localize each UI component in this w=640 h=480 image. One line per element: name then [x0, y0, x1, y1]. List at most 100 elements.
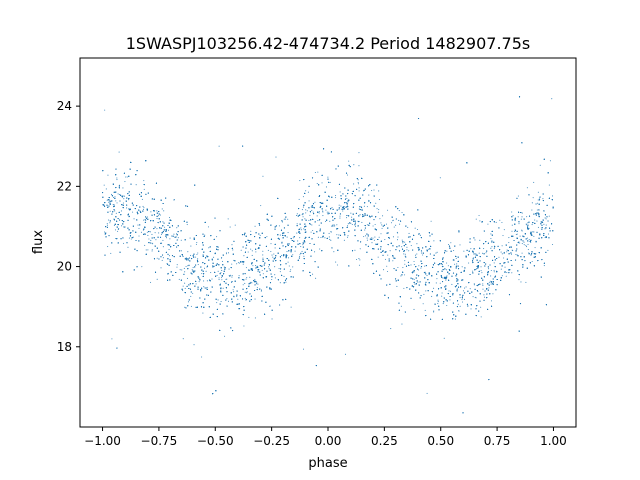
data-point [299, 237, 301, 239]
data-point [414, 254, 417, 256]
data-point [378, 190, 380, 192]
data-point [551, 195, 554, 197]
data-point [162, 239, 164, 241]
data-point [110, 252, 112, 254]
data-point [538, 212, 540, 215]
data-point [162, 221, 164, 223]
data-point [347, 223, 349, 225]
data-point [279, 234, 281, 236]
data-point [433, 240, 435, 242]
data-point [521, 252, 523, 254]
data-point [445, 279, 447, 281]
data-point [372, 225, 374, 227]
data-point [141, 266, 143, 268]
data-point [374, 236, 376, 238]
data-point [392, 236, 395, 238]
data-point [501, 245, 503, 247]
data-point [392, 260, 394, 262]
data-point [446, 304, 448, 307]
data-point [446, 269, 448, 271]
data-point [450, 242, 452, 244]
data-point [333, 251, 335, 253]
data-point [298, 198, 300, 200]
data-point [206, 266, 208, 268]
data-point [107, 245, 109, 248]
data-point [355, 258, 358, 261]
data-point [519, 242, 521, 244]
data-point [516, 254, 518, 256]
data-point [245, 267, 247, 269]
data-point [229, 274, 231, 276]
data-point [271, 318, 273, 320]
data-point [346, 236, 349, 238]
data-point [318, 224, 320, 226]
data-point [330, 231, 332, 233]
data-point [424, 265, 426, 267]
data-point [292, 254, 294, 256]
data-point [279, 282, 281, 284]
data-point [254, 225, 256, 227]
data-point [246, 277, 248, 279]
data-point [474, 239, 476, 241]
chart-title: 1SWASPJ103256.42-474734.2 Period 1482907… [126, 34, 531, 53]
data-point [189, 237, 191, 239]
data-point [257, 283, 259, 285]
data-point [422, 254, 424, 256]
data-point [278, 225, 280, 227]
data-point [311, 224, 313, 226]
data-point [543, 265, 545, 267]
data-point [328, 196, 331, 198]
data-point [302, 348, 305, 350]
data-point [312, 229, 314, 232]
data-point [250, 248, 252, 250]
data-point [520, 281, 522, 283]
data-point [318, 210, 320, 213]
data-point [476, 268, 478, 270]
data-point [493, 269, 495, 271]
data-point [372, 237, 374, 239]
data-point [392, 219, 394, 221]
data-point [205, 270, 207, 272]
data-point [137, 224, 139, 226]
data-point [259, 234, 261, 236]
data-point [113, 224, 115, 226]
data-point [160, 233, 163, 235]
data-point [326, 211, 328, 213]
data-point [220, 291, 222, 293]
data-point [468, 262, 470, 264]
data-point [145, 249, 147, 251]
data-point [117, 224, 119, 226]
data-point [386, 265, 388, 267]
data-point [248, 316, 250, 318]
data-point [396, 285, 398, 288]
data-point [302, 206, 304, 208]
data-point [106, 199, 108, 201]
data-point [255, 251, 257, 253]
data-point [449, 290, 452, 292]
data-point [493, 248, 495, 250]
data-point [151, 242, 153, 244]
data-point [151, 250, 153, 252]
data-point [322, 210, 324, 212]
data-point [181, 269, 183, 271]
data-point [195, 283, 197, 285]
data-point [521, 212, 523, 214]
data-point [483, 294, 485, 296]
data-point [161, 259, 163, 261]
data-point [192, 267, 194, 269]
data-point [327, 176, 329, 178]
data-point [321, 182, 323, 184]
data-point [149, 231, 151, 233]
data-point [499, 219, 501, 221]
data-point [292, 237, 294, 239]
data-point [435, 252, 437, 254]
data-point [221, 269, 223, 272]
data-point [203, 280, 205, 282]
data-point [338, 208, 340, 210]
data-point [483, 248, 485, 250]
data-point [286, 251, 288, 253]
data-point [469, 288, 471, 290]
data-point [112, 204, 114, 206]
data-point [502, 234, 504, 237]
data-point [428, 248, 430, 250]
